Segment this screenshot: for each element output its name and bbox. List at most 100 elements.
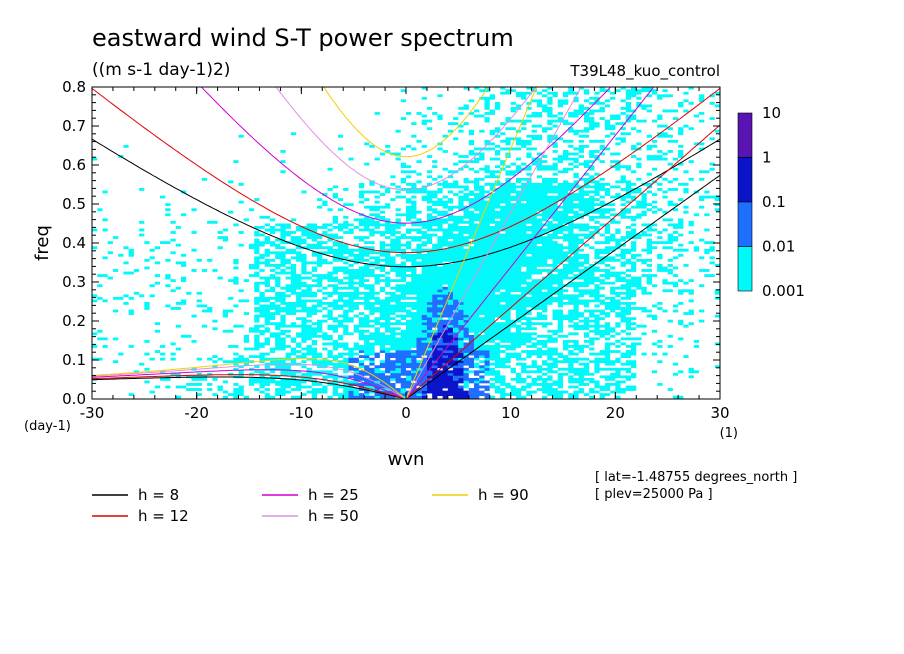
power-cell	[662, 152, 668, 156]
power-cell	[144, 339, 150, 343]
power-cell	[463, 345, 475, 348]
power-cell	[317, 365, 328, 369]
power-cell	[97, 274, 108, 277]
power-cell	[615, 388, 637, 391]
power-cell	[290, 256, 307, 260]
power-cell	[112, 236, 119, 239]
power-cell	[411, 134, 417, 138]
power-cell	[453, 299, 459, 303]
power-cell	[536, 91, 543, 95]
power-cell	[170, 251, 176, 255]
power-cell	[557, 385, 563, 389]
power-cell	[536, 334, 553, 338]
power-cell	[301, 271, 312, 275]
power-cell	[364, 304, 375, 308]
power-cell	[437, 347, 443, 351]
power-cell	[474, 347, 501, 351]
power-cell	[364, 226, 370, 229]
power-cell	[521, 322, 553, 326]
power-cell	[704, 274, 715, 277]
power-cell	[589, 215, 611, 219]
power-cell	[463, 337, 469, 341]
power-cell	[552, 317, 579, 321]
power-cell	[604, 296, 616, 300]
power-cell	[327, 317, 338, 321]
power-cell	[269, 243, 281, 247]
power-cell	[505, 231, 527, 234]
power-cell	[311, 388, 328, 391]
power-cell	[610, 218, 616, 222]
power-cell	[463, 210, 475, 214]
power-cell	[615, 279, 642, 283]
power-cell	[259, 304, 281, 308]
power-cell	[264, 238, 270, 242]
power-cell	[149, 294, 155, 298]
power-cell	[641, 231, 647, 234]
power-cell	[364, 339, 370, 343]
power-cell	[651, 119, 658, 123]
power-cell	[563, 150, 569, 153]
power-cell	[437, 236, 579, 239]
power-cell	[699, 256, 705, 260]
power-cell	[447, 299, 454, 303]
power-cell	[212, 393, 218, 396]
power-cell	[453, 327, 459, 331]
power-cell	[317, 281, 323, 285]
power-cell	[442, 324, 448, 328]
power-cell	[437, 198, 443, 201]
power-cell	[442, 195, 448, 199]
power-cell	[536, 347, 543, 351]
power-cell	[133, 291, 140, 295]
power-cell	[447, 198, 454, 201]
power-cell	[264, 388, 270, 391]
power-cell	[688, 370, 700, 374]
power-cell	[301, 329, 323, 333]
power-cell	[421, 317, 433, 321]
power-cell	[379, 210, 386, 214]
power-cell	[259, 360, 265, 364]
power-cell	[411, 375, 427, 379]
power-cell	[657, 188, 663, 191]
power-cell	[348, 395, 375, 399]
power-cell	[474, 383, 480, 386]
power-cell	[406, 215, 417, 219]
power-cell	[714, 263, 720, 267]
power-cell	[484, 101, 490, 105]
power-cell	[353, 324, 375, 328]
power-cell	[416, 360, 422, 364]
power-cell	[327, 383, 338, 386]
power-cell	[599, 144, 605, 148]
power-cell	[358, 223, 406, 227]
power-cell	[578, 350, 584, 353]
power-cell	[343, 271, 375, 275]
power-cell	[657, 114, 663, 118]
power-cell	[390, 182, 396, 186]
power-cell	[683, 91, 689, 95]
power-cell	[678, 291, 684, 295]
power-cell	[620, 132, 632, 136]
power-cell	[531, 279, 563, 283]
power-cell	[641, 195, 647, 199]
power-cell	[369, 360, 375, 364]
power-cell	[442, 233, 464, 237]
power-cell	[358, 393, 365, 396]
power-cell	[416, 309, 427, 313]
power-cell	[720, 150, 725, 153]
power-cell	[589, 329, 616, 333]
power-cell	[500, 185, 605, 189]
power-cell	[317, 263, 323, 267]
power-cell	[353, 236, 370, 239]
power-cell	[604, 228, 611, 232]
power-cell	[662, 352, 668, 356]
power-cell	[610, 117, 621, 120]
power-cell	[615, 385, 621, 389]
power-cell	[552, 94, 558, 98]
power-cell	[589, 152, 595, 156]
colorbar-swatch	[737, 112, 753, 158]
power-cell	[494, 223, 527, 227]
power-cell	[249, 377, 276, 381]
power-cell	[406, 144, 412, 148]
power-cell	[353, 243, 359, 247]
power-cell	[563, 345, 590, 348]
power-cell	[494, 375, 506, 379]
